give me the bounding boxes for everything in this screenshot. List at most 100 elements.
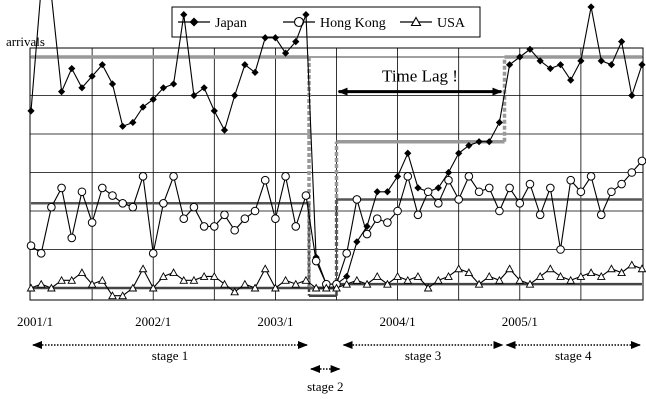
data-point-hong-kong xyxy=(169,172,178,181)
data-point-hong-kong xyxy=(484,183,494,193)
data-point-hong-kong xyxy=(393,206,402,216)
data-point-hong-kong xyxy=(617,179,626,189)
data-point-japan xyxy=(546,64,554,73)
data-point-usa xyxy=(26,283,36,292)
data-point-usa xyxy=(596,272,606,280)
data-point-hong-kong xyxy=(352,195,362,204)
data-point-usa xyxy=(576,272,586,280)
data-point-japan xyxy=(169,80,178,88)
data-point-usa xyxy=(169,268,178,277)
data-point-japan xyxy=(567,76,575,84)
data-point-hong-kong xyxy=(556,245,565,254)
data-point-japan xyxy=(618,38,626,46)
data-point-hong-kong xyxy=(586,172,596,181)
data-point-hong-kong xyxy=(128,202,138,212)
data-point-japan xyxy=(393,172,402,180)
data-point-usa xyxy=(372,272,382,280)
x-tick-label: 2001/1 xyxy=(17,314,53,329)
data-point-japan xyxy=(343,272,351,281)
series-markers xyxy=(26,3,646,300)
data-point-japan xyxy=(149,95,157,103)
data-point-hong-kong xyxy=(77,187,87,197)
data-point-hong-kong xyxy=(596,210,606,220)
data-point-usa xyxy=(495,275,504,284)
data-point-usa xyxy=(433,275,443,284)
legend-label-hong-kong: Hong Kong xyxy=(320,16,386,31)
data-point-hong-kong xyxy=(311,256,321,266)
data-point-usa xyxy=(240,279,250,288)
x-tick-label: 2002/1 xyxy=(135,314,171,329)
data-point-hong-kong xyxy=(607,187,616,197)
data-point-hong-kong xyxy=(372,214,382,223)
data-point-usa xyxy=(515,275,525,284)
data-point-hong-kong xyxy=(57,183,66,193)
data-point-hong-kong xyxy=(515,199,525,208)
data-point-hong-kong xyxy=(36,249,46,258)
data-point-hong-kong xyxy=(342,249,351,258)
data-point-hong-kong xyxy=(525,179,535,189)
data-point-hong-kong xyxy=(566,175,576,185)
data-point-japan xyxy=(597,57,605,65)
data-point-usa xyxy=(505,264,514,273)
data-point-hong-kong xyxy=(138,172,148,181)
data-point-japan xyxy=(587,3,595,11)
data-point-hong-kong xyxy=(383,218,392,227)
data-point-usa xyxy=(332,283,341,292)
data-point-usa xyxy=(301,275,311,284)
data-point-usa xyxy=(209,272,219,280)
data-point-usa xyxy=(545,264,555,273)
data-point-japan xyxy=(516,53,524,61)
data-point-hong-kong xyxy=(87,218,97,227)
data-point-japan xyxy=(261,34,269,42)
data-point-hong-kong xyxy=(250,206,260,216)
data-point-usa xyxy=(413,272,423,280)
data-point-usa xyxy=(220,279,229,288)
stage-label-stage-2: stage 2 xyxy=(307,379,343,394)
data-point-japan xyxy=(281,49,290,57)
data-point-hong-kong xyxy=(159,199,168,208)
data-point-usa xyxy=(464,268,474,277)
data-point-japan xyxy=(220,126,229,134)
data-point-japan xyxy=(302,11,310,19)
data-point-usa xyxy=(403,275,413,284)
data-point-hong-kong xyxy=(495,206,504,216)
stage-label-stage-1: stage 1 xyxy=(152,348,188,363)
data-point-japan xyxy=(78,84,86,92)
data-point-hong-kong xyxy=(413,210,423,220)
data-point-usa xyxy=(148,283,158,292)
x-tick-label: 2005/1 xyxy=(502,314,538,329)
stage-label-stage-3: stage 3 xyxy=(405,348,441,363)
data-point-hong-kong xyxy=(281,172,290,181)
data-point-hong-kong xyxy=(576,187,586,197)
data-point-usa xyxy=(454,264,464,273)
data-point-usa xyxy=(199,272,209,280)
data-point-japan xyxy=(404,149,412,157)
data-point-hong-kong xyxy=(535,210,545,220)
data-point-hong-kong xyxy=(210,222,219,231)
data-point-usa xyxy=(189,275,199,284)
data-point-usa xyxy=(474,279,484,288)
data-point-usa xyxy=(77,268,87,277)
data-point-japan xyxy=(119,122,127,130)
data-point-hong-kong xyxy=(362,229,372,239)
data-point-hong-kong xyxy=(220,210,229,220)
data-point-hong-kong xyxy=(474,187,484,197)
data-point-usa xyxy=(271,283,280,292)
data-point-hong-kong xyxy=(546,183,555,193)
data-point-hong-kong xyxy=(434,199,443,208)
data-point-hong-kong xyxy=(260,175,270,185)
time-lag-label: Time Lag ! xyxy=(382,67,458,86)
data-point-usa xyxy=(525,279,535,288)
data-point-usa xyxy=(291,279,301,288)
data-point-usa xyxy=(108,291,117,300)
data-point-hong-kong xyxy=(240,214,250,223)
data-point-usa xyxy=(138,264,148,273)
data-point-usa xyxy=(179,275,189,284)
data-point-japan xyxy=(444,168,453,177)
annotations: Time Lag ! xyxy=(337,67,503,96)
y-axis-label: arrivals xyxy=(6,34,45,49)
data-point-usa xyxy=(566,275,576,284)
data-point-japan xyxy=(353,238,361,246)
data-point-usa xyxy=(230,287,240,296)
data-point-hong-kong xyxy=(199,222,209,231)
